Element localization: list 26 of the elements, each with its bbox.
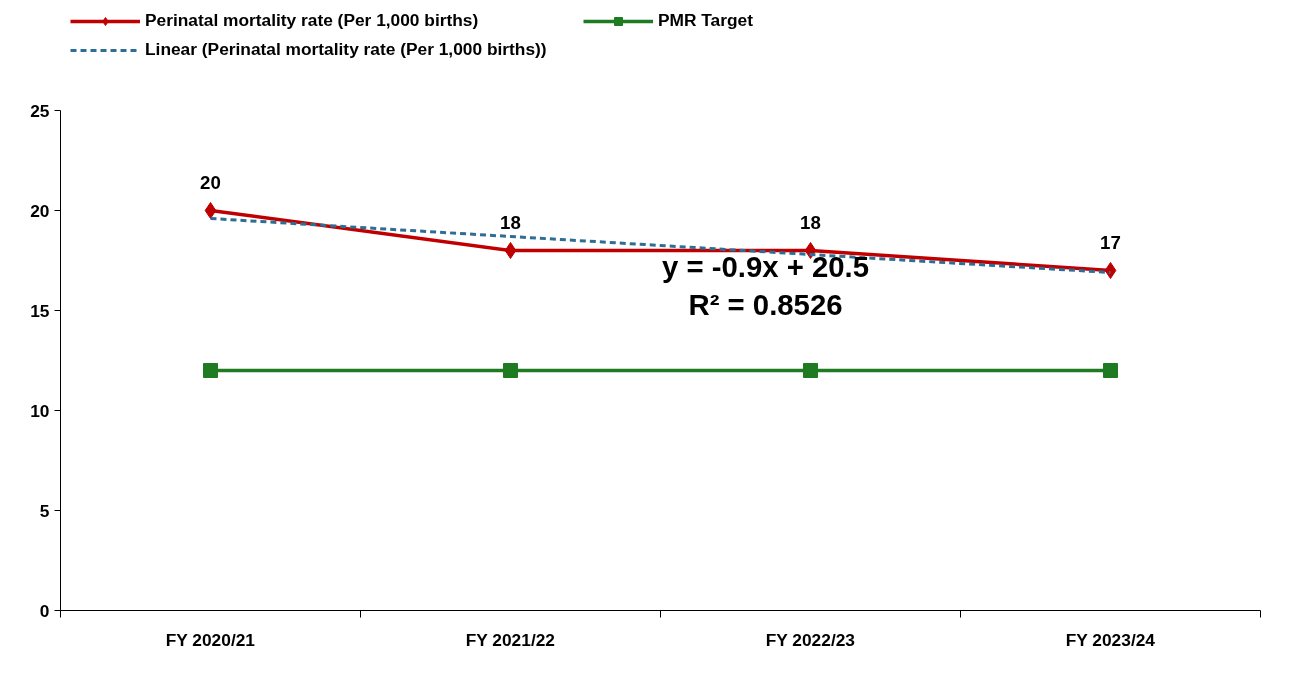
legend-label: PMR Target bbox=[658, 10, 754, 31]
y-tick-label: 5 bbox=[39, 500, 50, 521]
legend-label: Linear (Perinatal mortality rate (Per 1,000 births)) bbox=[145, 39, 548, 60]
point bbox=[803, 363, 818, 378]
x-tick-label: FY 2021/22 bbox=[465, 629, 555, 650]
point bbox=[504, 242, 517, 259]
point bbox=[503, 363, 518, 378]
point bbox=[1104, 262, 1117, 279]
data-label: 17 bbox=[1100, 231, 1121, 253]
point bbox=[204, 202, 217, 219]
y-tick-label: 10 bbox=[30, 400, 50, 421]
point bbox=[1103, 363, 1118, 378]
x-tick-label: FY 2022/23 bbox=[765, 629, 856, 650]
x-tick-label: FY 2023/24 bbox=[1065, 629, 1156, 650]
data-label: 18 bbox=[800, 211, 821, 233]
y-tick-label: 0 bbox=[39, 600, 50, 621]
legend-label: Perinatal mortality rate (Per 1,000 births) bbox=[145, 10, 480, 31]
data-label: 20 bbox=[200, 171, 221, 193]
x-tick-label: FY 2020/21 bbox=[165, 629, 256, 650]
y-tick-label: 20 bbox=[30, 200, 50, 221]
data-label: 18 bbox=[500, 211, 521, 233]
point bbox=[203, 363, 218, 378]
y-tick-label: 25 bbox=[30, 100, 50, 121]
annotation: R² = 0.8526 bbox=[688, 287, 843, 321]
y-tick-label: 15 bbox=[30, 300, 50, 321]
annotation: y = -0.9x + 20.5 bbox=[661, 249, 870, 283]
